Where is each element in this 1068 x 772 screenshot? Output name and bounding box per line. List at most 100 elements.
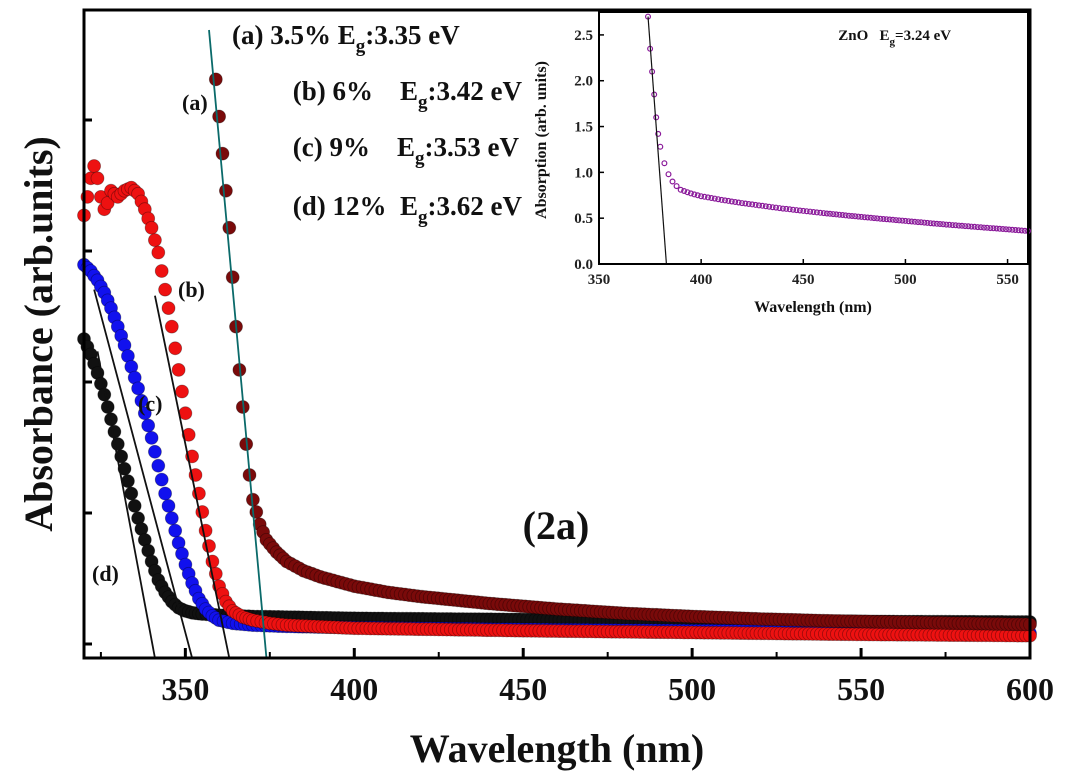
inset-data-point [665, 171, 672, 178]
data-point [144, 430, 159, 445]
inset-plot-frame [598, 11, 1029, 265]
inset-data-point [946, 221, 953, 228]
data-point [198, 523, 213, 538]
inset-background [599, 12, 1028, 264]
inset-tangent-layer [647, 16, 668, 265]
x-tick-label: 350 [161, 671, 209, 707]
inset-data-point [987, 225, 994, 232]
inset-data-point [776, 205, 783, 212]
x-tick-label: 400 [330, 671, 378, 707]
inset-data-point [984, 224, 991, 231]
curve-label-b: (b) [178, 277, 205, 302]
inset-data-point [965, 223, 972, 230]
inset-data-point [755, 202, 762, 209]
data-point [90, 171, 105, 186]
data-point [117, 461, 132, 476]
inset-data-point [752, 201, 759, 208]
inset-data-point [735, 199, 742, 206]
main-series-layer [77, 72, 1037, 643]
legend-entry-c: (c) 9% Eg:3.53 eV [232, 132, 566, 169]
tangent-line-d [96, 351, 156, 659]
inset-data-point [725, 197, 732, 204]
data-point [134, 393, 149, 408]
inset-data-point [930, 220, 937, 227]
inset-data-point [718, 196, 725, 203]
inset-series-layer [644, 13, 1031, 235]
inset-data-point [924, 219, 931, 226]
data-point [124, 486, 139, 501]
data-point [161, 301, 176, 316]
inset-data-point [673, 183, 680, 190]
inset-data-point [786, 206, 793, 213]
inset-data-point [845, 212, 852, 219]
inset-data-point [823, 210, 830, 217]
inset-y-tick-label: 0.5 [574, 211, 593, 227]
tangent-line-a [208, 29, 268, 659]
panel-label: (2a) [523, 503, 590, 548]
inset-y-axis-title: Absorption (arb. units) [533, 61, 550, 219]
legend-entry-d: (d) 12% Eg:3.62 eV [232, 191, 569, 228]
inset-data-point [711, 195, 718, 202]
inset-data-point [993, 225, 1000, 232]
inset-chart: 350 400 450 500 550 0.0 0.5 1.0 1.5 2.0 2.5 ZnO E… [533, 11, 1031, 316]
inset-data-point [940, 221, 947, 228]
data-point [249, 505, 264, 519]
inset-data-point [977, 224, 984, 231]
inset-data-point [933, 220, 940, 227]
series-b [77, 159, 1037, 643]
inset-data-point [990, 225, 997, 232]
inset-data-point [918, 219, 925, 226]
data-point [100, 196, 115, 210]
inset-data-point [980, 224, 987, 231]
inset-data-point [813, 209, 820, 216]
inset-y-tick-label: 2.5 [574, 28, 593, 44]
inset-y-tick-label: 1.0 [574, 165, 593, 181]
inset-data-point [800, 207, 807, 214]
data-point [175, 384, 189, 399]
inset-data-point [701, 193, 708, 200]
x-tick-label: 500 [668, 671, 716, 707]
data-point [154, 264, 169, 278]
x-tick-label: 450 [499, 671, 547, 707]
inset-data-point [867, 214, 874, 221]
inset-data-point [762, 203, 769, 210]
inset-data-point [836, 211, 843, 218]
inset-data-point [999, 226, 1006, 233]
inset-data-point [790, 206, 797, 213]
inset-data-point [864, 214, 871, 221]
main-y-ticks [84, 118, 92, 646]
inset-data-point [943, 221, 950, 228]
main-tangent-layer [93, 29, 268, 659]
inset-data-point [877, 215, 884, 222]
inset-x-tick-label: 500 [894, 272, 917, 288]
inset-series-zno [644, 13, 1031, 235]
inset-data-point [830, 211, 837, 218]
inset-data-point [1006, 226, 1013, 233]
inset-data-point [896, 217, 903, 224]
inset-data-point [1015, 227, 1022, 234]
inset-x-tick-label: 350 [588, 272, 611, 288]
inset-data-point [908, 218, 915, 225]
inset-data-point [880, 216, 887, 223]
tangent-line-c [93, 289, 193, 659]
data-point [147, 233, 162, 248]
tangent-line-b [154, 295, 231, 659]
inset-data-point [1018, 227, 1025, 234]
curve-label-c: (c) [138, 391, 162, 416]
inset-data-point [826, 210, 833, 217]
inset-data-point [861, 214, 868, 221]
inset-data-point [655, 130, 662, 137]
data-point [147, 444, 162, 459]
inset-data-point [905, 218, 912, 225]
inset-data-point [955, 222, 962, 229]
data-point [161, 498, 176, 513]
data-point [181, 427, 196, 442]
main-x-ticks: 350 400 450 500 550 600 [99, 648, 1054, 707]
inset-data-point [684, 189, 691, 196]
inset-data-point [779, 205, 786, 212]
data-point [141, 418, 156, 433]
inset-data-point [681, 188, 688, 195]
inset-tangent-line [647, 16, 668, 265]
data-point [107, 424, 122, 439]
